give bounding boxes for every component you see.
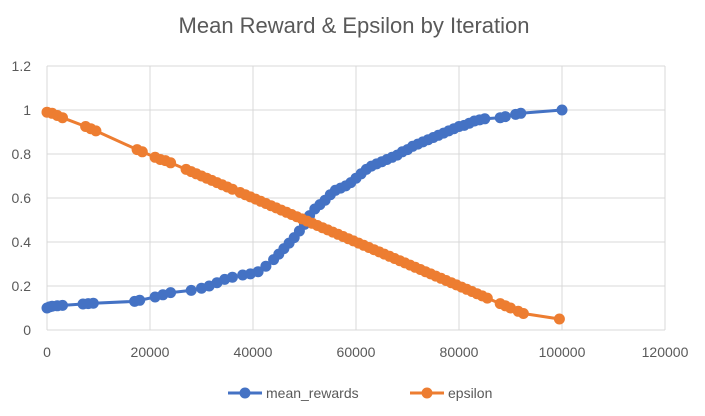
data-point (165, 287, 177, 299)
data-point (136, 146, 148, 158)
data-point (556, 104, 568, 116)
data-point (252, 266, 264, 278)
legend-marker (421, 387, 433, 399)
x-tick-label: 80000 (440, 344, 479, 360)
data-point (517, 308, 529, 319)
y-tick-label: 0 (23, 322, 31, 338)
data-point (499, 111, 511, 123)
y-tick-label: 0.4 (12, 234, 32, 250)
x-tick-label: 20000 (131, 344, 170, 360)
x-tick-label: 40000 (234, 344, 273, 360)
data-point (260, 260, 272, 272)
data-point (185, 284, 197, 296)
data-point (481, 292, 493, 304)
data-point (57, 112, 68, 124)
series-line (46, 108, 563, 310)
x-tick-label: 60000 (337, 344, 376, 360)
y-tick-label: 1.2 (12, 58, 32, 74)
legend-item-mean_rewards: mean_rewards (228, 385, 359, 401)
data-point (515, 107, 527, 119)
data-point (165, 157, 177, 169)
data-point (87, 297, 99, 309)
y-tick-label: 0.6 (12, 190, 32, 206)
x-tick-label: 100000 (539, 344, 586, 360)
axis-tick-labels: 0 0.2 0.4 0.6 0.8 1 1.2 0 20000 40000 60000 80000 10… (12, 58, 689, 360)
data-point (57, 299, 68, 311)
chart-title: Mean Reward & Epsilon by Iteration (179, 13, 530, 38)
data-point (134, 294, 146, 306)
legend-label: mean_rewards (266, 385, 359, 401)
x-tick-label: 0 (43, 344, 51, 360)
series-layer (41, 104, 568, 325)
data-point (553, 313, 565, 325)
series-epsilon (41, 106, 565, 325)
legend-marker (239, 387, 251, 399)
data-point (226, 271, 238, 283)
gridlines (46, 65, 666, 331)
legend: mean_rewards epsilon (228, 385, 492, 401)
data-point (479, 113, 491, 125)
x-tick-label: 120000 (642, 344, 689, 360)
data-point (90, 125, 102, 137)
legend-item-epsilon: epsilon (410, 385, 492, 401)
legend-label: epsilon (448, 385, 492, 401)
y-tick-label: 0.2 (12, 278, 32, 294)
y-tick-label: 1 (23, 102, 31, 118)
y-tick-label: 0.8 (12, 146, 32, 162)
series-mean_rewards (41, 104, 568, 314)
